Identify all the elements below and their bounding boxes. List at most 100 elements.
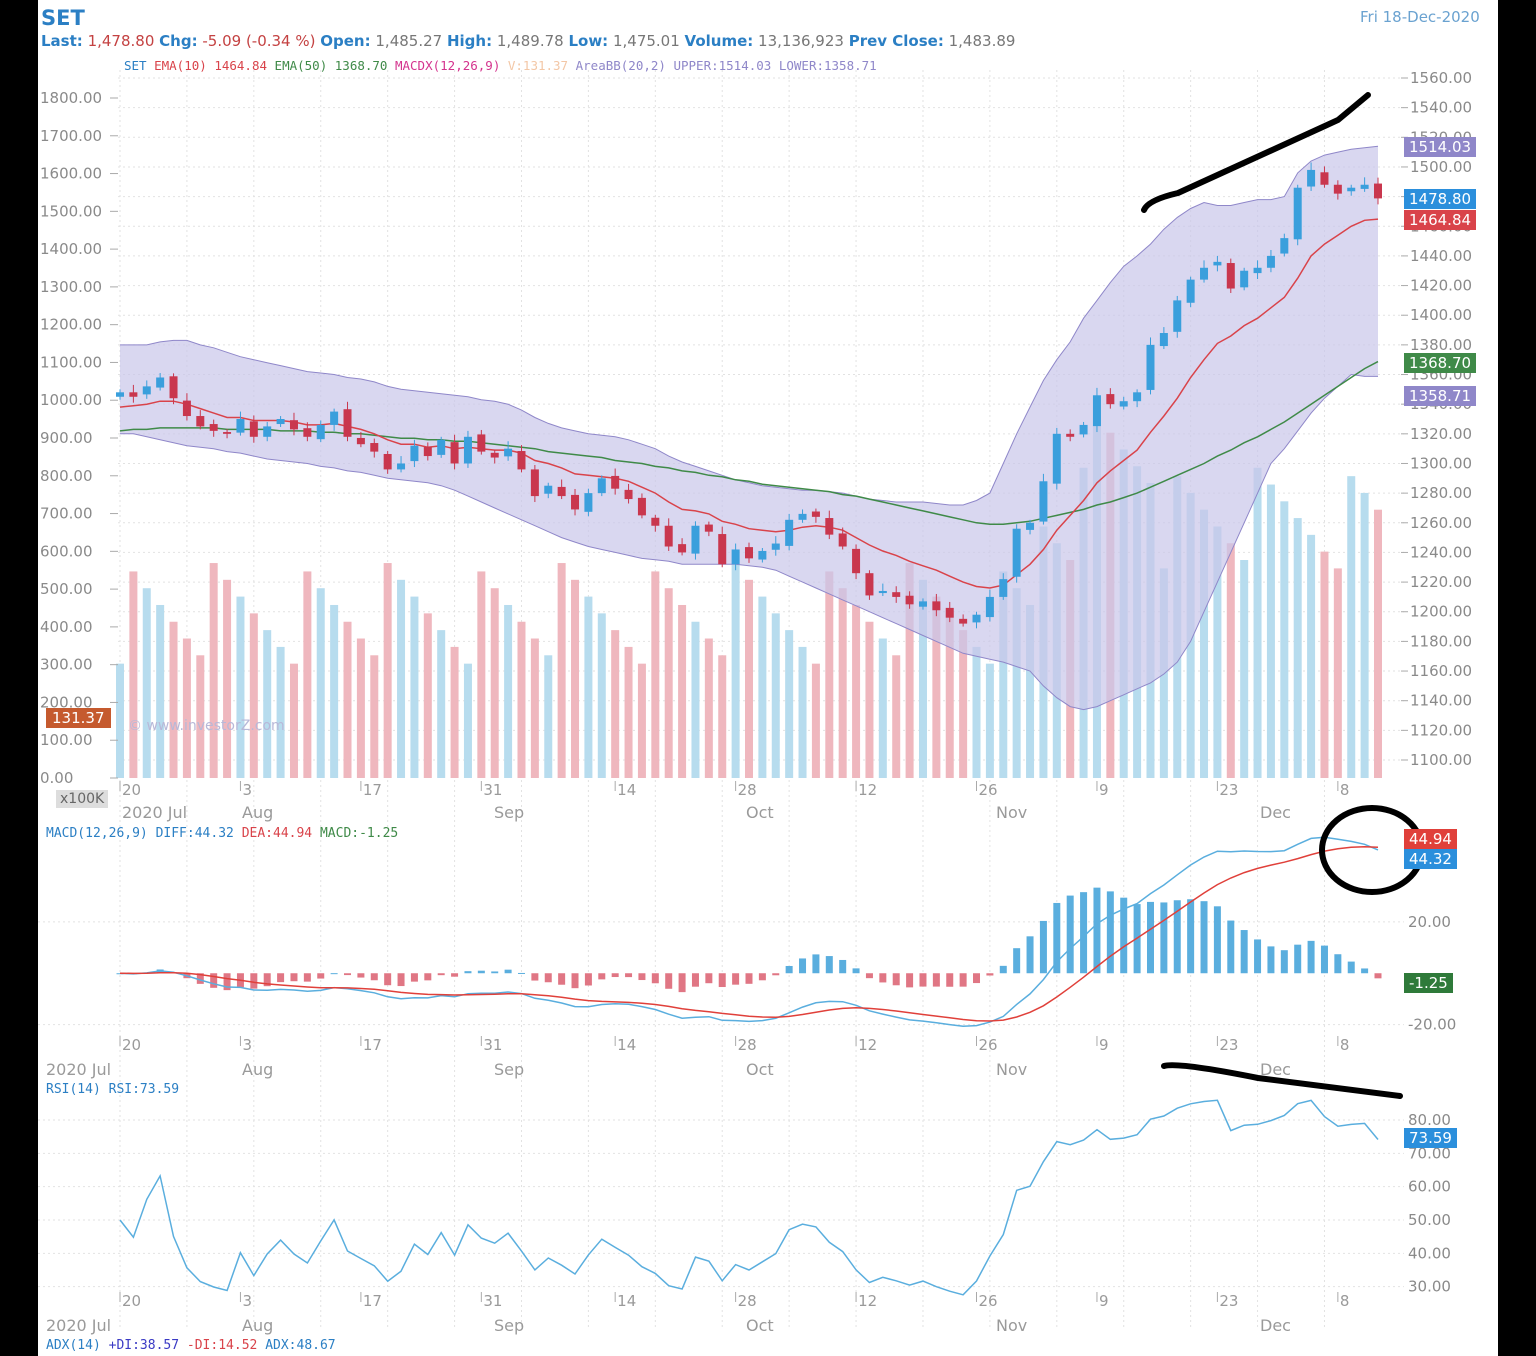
price-y-tick: 1540.00 bbox=[1410, 99, 1472, 117]
price-y-tick: 1400.00 bbox=[1410, 306, 1472, 324]
volume-bar bbox=[343, 621, 352, 778]
macd-hist-bar bbox=[732, 973, 740, 985]
candle-body bbox=[1119, 401, 1128, 407]
x-month-label: Oct bbox=[746, 1316, 774, 1335]
rsi-y-tick: 80.00 bbox=[1408, 1111, 1451, 1129]
macd-hist-bar bbox=[344, 973, 352, 976]
x-month-label: Dec bbox=[1260, 803, 1291, 822]
candle-body bbox=[1333, 184, 1342, 194]
x-tick: 12 bbox=[858, 781, 877, 799]
candle-body bbox=[490, 452, 499, 458]
candle-body bbox=[865, 573, 874, 596]
macd-hist-bar bbox=[1361, 968, 1369, 974]
volume-y-tick: 1400.00 bbox=[40, 240, 102, 258]
legend-ema50: EMA(50) bbox=[274, 58, 328, 73]
candle-body bbox=[1360, 184, 1369, 189]
volume-bar bbox=[1320, 551, 1329, 778]
macd-hist-bar bbox=[1146, 901, 1154, 974]
price-y-tick: 1380.00 bbox=[1410, 336, 1472, 354]
volume-y-tick: 1300.00 bbox=[40, 278, 102, 296]
macd-hist-bar bbox=[1347, 961, 1355, 974]
macd-panel: 20.00 -20.00 bbox=[38, 836, 1456, 1034]
badge-volume: 131.37 bbox=[46, 708, 111, 728]
quote-line: Last: 1,478.80 Chg: -5.09 (-0.34 %) Open… bbox=[41, 32, 1015, 50]
candle-body bbox=[1240, 270, 1249, 288]
volume-bar bbox=[985, 663, 994, 778]
x-tick: 31 bbox=[483, 1292, 502, 1310]
open-value: 1,485.27 bbox=[375, 32, 443, 50]
volume-bar bbox=[1307, 534, 1316, 778]
price-y-tick: 1200.00 bbox=[1410, 603, 1472, 621]
macd-hist-bar bbox=[986, 973, 994, 976]
rsi-y-tick: 30.00 bbox=[1408, 1278, 1451, 1296]
price-y-tick: 1120.00 bbox=[1410, 721, 1472, 739]
x-tick: 23 bbox=[1219, 1036, 1238, 1054]
candle-body bbox=[811, 511, 820, 517]
candle-body bbox=[611, 475, 620, 489]
macd-hist-bar bbox=[250, 973, 258, 989]
macd-hist-bar bbox=[303, 973, 311, 982]
prev-value: 1,483.89 bbox=[948, 32, 1016, 50]
chart-canvas: 20.00-20.00 80.0070.0060.0050.0040.0030.… bbox=[38, 69, 1472, 1335]
x-tick: 12 bbox=[858, 1036, 877, 1054]
volume-bar bbox=[999, 571, 1008, 778]
volume-bar bbox=[289, 663, 298, 778]
volume-bar bbox=[611, 630, 620, 778]
x-tick: 14 bbox=[617, 1036, 636, 1054]
candle-body bbox=[383, 453, 392, 470]
volume-bar bbox=[397, 579, 406, 778]
candle-body bbox=[758, 550, 767, 560]
macd-hist-bar bbox=[598, 973, 606, 980]
volume-bar bbox=[249, 613, 258, 778]
price-y-tick: 1500.00 bbox=[1410, 158, 1472, 176]
badge-upper: 1514.03 bbox=[1404, 137, 1477, 157]
macd-hist-bar bbox=[1240, 930, 1248, 974]
legend-ema10-value: 1464.84 bbox=[214, 58, 268, 73]
legend-bb: AreaBB(20,2) bbox=[575, 58, 666, 73]
volume-bar bbox=[490, 588, 499, 778]
candle-body bbox=[397, 463, 406, 470]
low-label: Low: bbox=[568, 32, 609, 50]
x-month-label: Nov bbox=[996, 1316, 1027, 1335]
macd-hist-bar bbox=[799, 958, 807, 974]
x-month-label: Aug bbox=[242, 1060, 273, 1079]
macd-hist-bar bbox=[973, 973, 981, 984]
volume-bar bbox=[758, 596, 767, 778]
macd-hist-bar bbox=[370, 973, 378, 981]
macd-y-tick: 20.00 bbox=[1408, 913, 1451, 931]
candle-body bbox=[1039, 481, 1048, 522]
volume-y-tick: 1200.00 bbox=[40, 316, 102, 334]
candle-body bbox=[1266, 255, 1275, 268]
bb-lower-line bbox=[120, 373, 1378, 711]
candle-body bbox=[918, 601, 927, 607]
volume-y-tick: 900.00 bbox=[40, 429, 93, 447]
volume-bar bbox=[745, 579, 753, 778]
volume-y-tick: 800.00 bbox=[40, 467, 93, 485]
volume-bar bbox=[972, 646, 981, 778]
macd-hist-bar bbox=[772, 973, 780, 976]
badge-lower: 1358.71 bbox=[1404, 386, 1477, 406]
candle-body bbox=[196, 416, 205, 427]
macd-legend: MACD(12,26,9) DIFF:44.32 DEA:44.94 MACD:… bbox=[46, 826, 398, 841]
volume-bar bbox=[356, 638, 365, 778]
axis-labels: 1560.001540.001520.001500.001480.001460.… bbox=[40, 69, 1472, 1335]
macd-hist-bar bbox=[691, 973, 699, 987]
volume-bar bbox=[437, 630, 446, 778]
macd-hist-bar bbox=[1374, 973, 1382, 979]
candle-body bbox=[263, 426, 272, 437]
candle-body bbox=[1066, 433, 1075, 437]
adx-mdi: -DI:14.52 bbox=[186, 1338, 258, 1353]
macd-hist-bar bbox=[477, 970, 485, 974]
macd-hist-bar bbox=[210, 973, 218, 988]
last-label: Last: bbox=[41, 32, 83, 50]
adx-title: ADX(14) bbox=[46, 1338, 101, 1353]
rsi-value: RSI:73.59 bbox=[108, 1082, 180, 1097]
candle-body bbox=[745, 547, 753, 559]
volume-bar bbox=[196, 655, 205, 778]
volume-y-tick: 500.00 bbox=[40, 580, 93, 598]
adx-pdi: +DI:38.57 bbox=[108, 1338, 180, 1353]
volume-bar bbox=[182, 638, 191, 778]
macd-hist-bar bbox=[852, 968, 860, 974]
candle-body bbox=[1106, 394, 1115, 405]
volume-bar bbox=[129, 571, 138, 778]
